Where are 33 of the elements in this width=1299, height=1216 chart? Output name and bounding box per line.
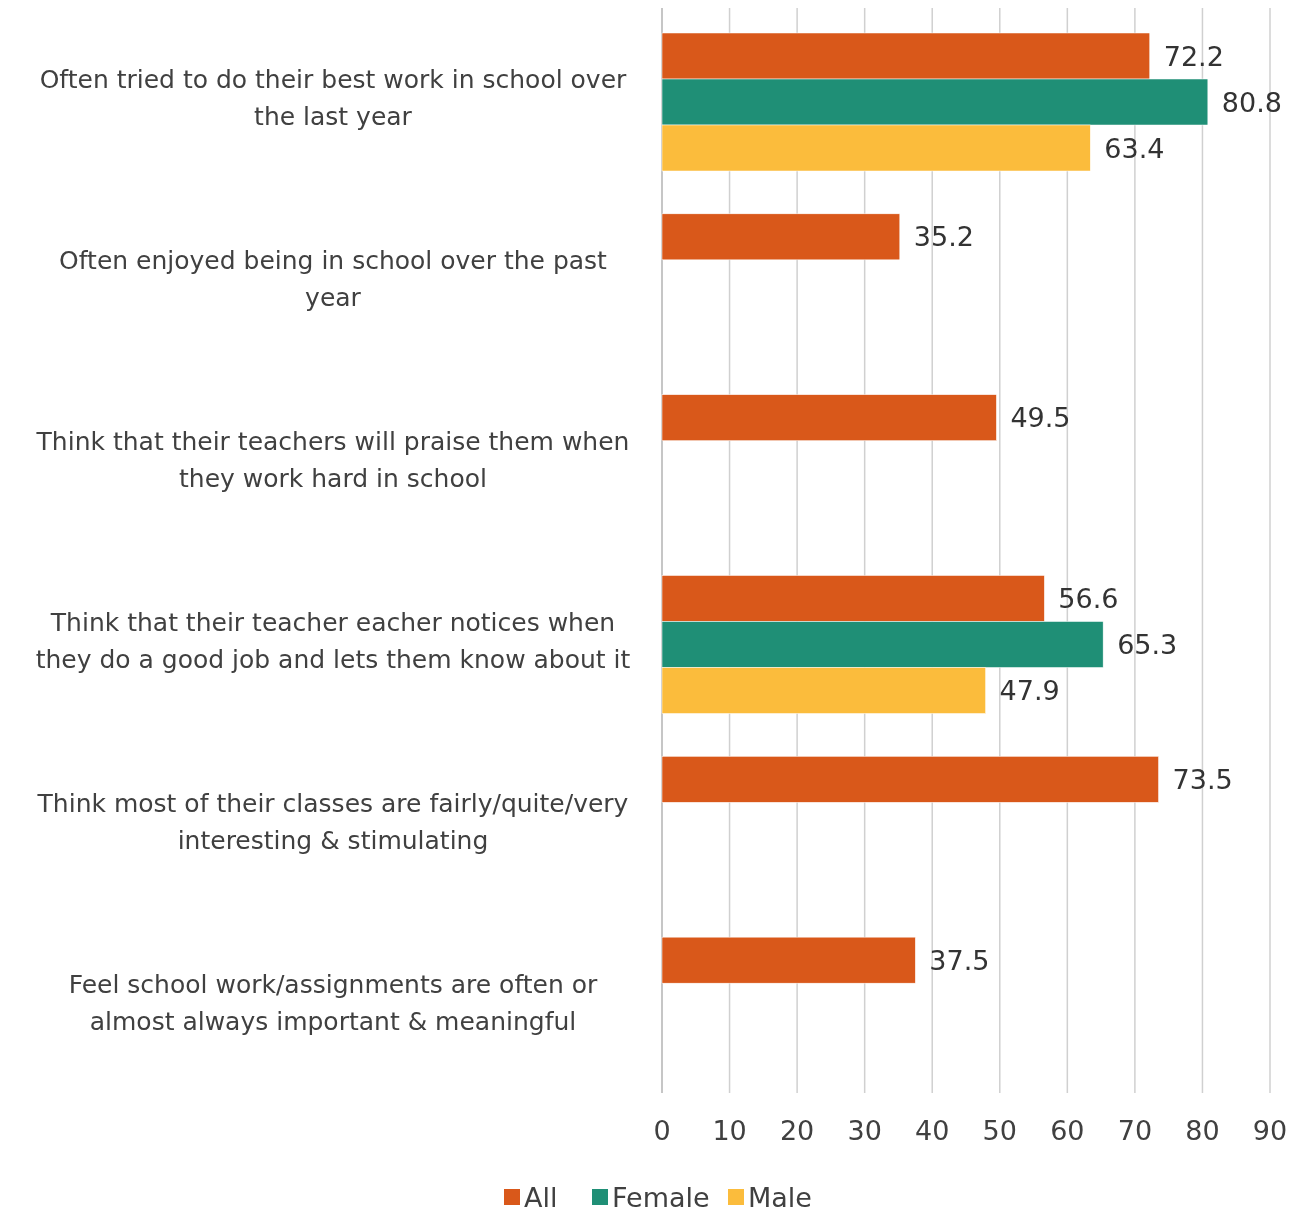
x-tick-label: 60: [1050, 1115, 1085, 1146]
data-label: 73.5: [1172, 763, 1233, 795]
legend-label: Female: [612, 1181, 710, 1213]
data-label: 47.9: [999, 675, 1060, 706]
x-tick-label: 30: [847, 1115, 882, 1146]
x-tick-label: 80: [1185, 1115, 1220, 1146]
legend-label: Male: [748, 1181, 812, 1213]
data-label: 49.5: [1010, 402, 1071, 434]
data-label: 35.2: [913, 221, 974, 253]
bar: [661, 394, 997, 441]
y-tick-label: Often enjoyed being in school over the past year: [59, 246, 608, 313]
y-tick-label: Think that their teacher eacher notices when they do a good job and lets them know about it: [35, 607, 631, 674]
data-label: 63.4: [1104, 132, 1165, 164]
x-tick-label: 0: [653, 1115, 671, 1146]
data-label: 56.6: [1058, 583, 1119, 614]
x-tick-label: 70: [1117, 1115, 1153, 1146]
bar: [661, 213, 901, 261]
y-tick-label: Think most of their classes are fairly/quite/very interesting & stimulating: [36, 788, 629, 855]
x-tick-label: 90: [1252, 1115, 1288, 1146]
bar: [661, 756, 1159, 803]
y-tick-label: Often tried to do their best work in school over the last year: [39, 65, 628, 132]
data-label: 65.3: [1117, 629, 1178, 660]
y-tick-label: Think that their teachers will praise them when they work hard in school: [35, 427, 630, 494]
x-tick-label: 10: [712, 1115, 747, 1146]
data-label: 72.2: [1163, 40, 1224, 72]
x-tick-label: 50: [982, 1115, 1017, 1146]
bar: [661, 936, 916, 984]
data-label: 37.5: [929, 944, 990, 976]
data-label: 80.8: [1221, 86, 1282, 118]
legend-label: All: [524, 1181, 558, 1213]
x-tick-label: 40: [915, 1115, 950, 1146]
x-tick-label: 20: [779, 1115, 815, 1146]
y-tick-label: Feel school work/assignments are often or almost always important & meaningful: [68, 969, 599, 1036]
